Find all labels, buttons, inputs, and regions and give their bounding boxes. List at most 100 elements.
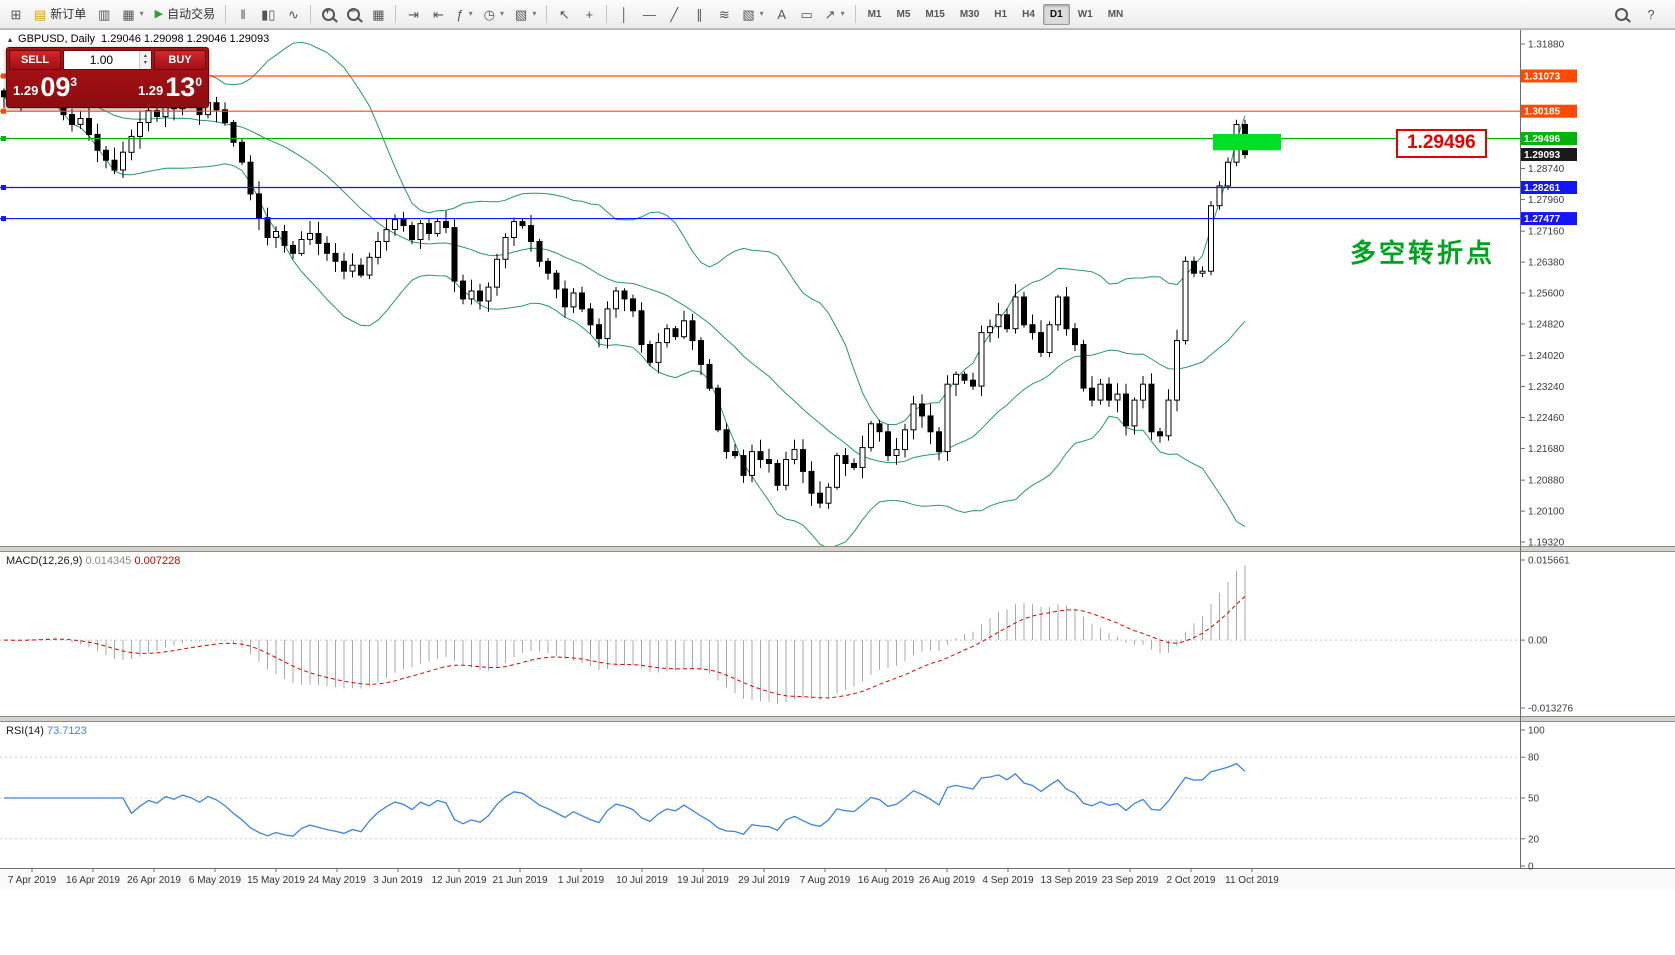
price-tick: 1.26380 — [1528, 258, 1565, 269]
candlestick-series — [1, 74, 1248, 509]
new-order-icon: ▤ — [34, 6, 47, 22]
timeframe-button-H4[interactable]: H4 — [1015, 4, 1042, 25]
channel-icon: ∥ — [696, 6, 703, 22]
fibonacci-button[interactable]: ≋ — [712, 3, 736, 25]
symbol-period-label: GBPUSD, Daily — [18, 33, 96, 45]
price-tick: 1.24020 — [1528, 351, 1565, 362]
arrange-windows-button[interactable]: ▦ — [366, 3, 390, 25]
macd-tick: 0.00 — [1528, 636, 1548, 647]
vertical-line-button[interactable]: │ — [612, 3, 636, 25]
line-anchor[interactable] — [1, 216, 6, 222]
rsi-tick: 80 — [1528, 753, 1540, 764]
buy-price[interactable]: 1.29 13 0 — [138, 72, 202, 105]
toolbar-separator — [395, 5, 397, 23]
date-label: 16 Apr 2019 — [66, 875, 120, 886]
zoom-out-button[interactable] — [341, 3, 365, 25]
price-callout[interactable]: 1.29496 — [1396, 129, 1487, 158]
timeframe-button-M15[interactable]: M15 — [918, 4, 951, 25]
axis-price-label: 1.31073 — [1521, 69, 1577, 83]
line-chart-button[interactable]: ∿ — [281, 3, 305, 25]
axis-price-label: 1.28261 — [1521, 180, 1577, 194]
auto-scroll-button[interactable]: ⇥ — [401, 3, 425, 25]
timeframe-button-H1[interactable]: H1 — [987, 4, 1014, 25]
price-tick: 1.19320 — [1528, 538, 1565, 549]
templates-button[interactable]: ▧ ▾ — [510, 3, 541, 25]
charts-list-button[interactable]: ▥ — [92, 3, 116, 25]
cursor-button[interactable]: ↖ — [552, 3, 576, 25]
date-label: 15 May 2019 — [247, 875, 305, 886]
auto-trading-button[interactable]: ▶ 自动交易 — [150, 3, 220, 25]
timeframe-button-MN[interactable]: MN — [1101, 4, 1131, 25]
indicators-button[interactable]: ƒ ▾ — [451, 3, 477, 25]
price-tick: 1.28740 — [1528, 164, 1565, 175]
text-icon: A — [777, 6, 786, 22]
toolbar-separator — [310, 5, 312, 23]
arrows-button[interactable]: ↗ ▾ — [820, 3, 850, 25]
line-anchor[interactable] — [1, 184, 6, 190]
price-tick: 1.24820 — [1528, 319, 1565, 330]
line-anchor[interactable] — [1, 73, 6, 79]
search-button[interactable] — [1609, 3, 1633, 25]
svg-text:1.29496: 1.29496 — [1524, 134, 1561, 145]
chart-annotation[interactable]: 多空转折点 — [1350, 238, 1496, 268]
label-icon: ▭ — [800, 6, 813, 22]
timeframe-button-M1[interactable]: M1 — [861, 4, 889, 25]
timeframe-button-M30[interactable]: M30 — [953, 4, 986, 25]
volume-stepper: ▴ ▾ — [63, 50, 152, 70]
macd-indicator — [0, 565, 1520, 704]
zoom-out-icon — [346, 7, 360, 21]
date-label: 26 Apr 2019 — [127, 875, 181, 886]
sell-price[interactable]: 1.29 09 3 — [13, 72, 77, 105]
chart-shift-button[interactable]: ⇤ — [426, 3, 450, 25]
timeframe-button-D1[interactable]: D1 — [1042, 3, 1070, 25]
line-anchor[interactable] — [1, 108, 6, 114]
spinner-up-icon[interactable]: ▴ — [143, 52, 147, 59]
spinner-down-icon[interactable]: ▾ — [143, 60, 147, 66]
auto-trading-label: 自动交易 — [167, 7, 216, 21]
periods-button[interactable]: ◷ ▾ — [479, 3, 509, 25]
volume-input[interactable] — [64, 51, 139, 69]
text-button[interactable]: A — [770, 3, 794, 25]
fibonacci-icon: ≋ — [718, 6, 730, 22]
toolbar-separator — [854, 5, 856, 23]
new-chart-button[interactable]: ⊞ — [4, 3, 28, 25]
timeframe-group: M1 M5 M15 M30 H1 H4 D1 W1 MN — [861, 3, 1131, 25]
timeframe-button-W1[interactable]: W1 — [1071, 4, 1100, 25]
buy-price-pip: 0 — [195, 75, 202, 89]
zoom-in-button[interactable] — [316, 3, 340, 25]
shapes-button[interactable]: ▧ ▾ — [737, 3, 768, 25]
text-label-button[interactable]: ▭ — [795, 3, 819, 25]
axis-price-label: 1.30185 — [1521, 104, 1577, 118]
horizontal-line-button[interactable]: ― — [637, 3, 661, 25]
line-anchor[interactable] — [1, 136, 6, 142]
bar-chart-button[interactable]: ‖ — [231, 3, 255, 25]
channel-button[interactable]: ∥ — [687, 3, 711, 25]
crosshair-button[interactable]: + — [577, 3, 601, 25]
trendline-button[interactable]: ╱ — [662, 3, 686, 25]
toolbar-right-group: ? — [1609, 3, 1671, 25]
rsi-tick: 100 — [1528, 726, 1545, 737]
highlight-rectangle[interactable] — [1213, 134, 1281, 151]
date-label: 16 Aug 2019 — [858, 875, 915, 886]
rsi-name: RSI(14) — [6, 725, 44, 737]
date-label: 7 Apr 2019 — [8, 875, 57, 886]
timeframe-button-M5[interactable]: M5 — [889, 4, 917, 25]
candlestick-chart-button[interactable]: ▮▯ — [256, 3, 280, 25]
help-button[interactable]: ? — [1639, 3, 1663, 25]
profiles-button[interactable]: ▦ ▾ — [117, 3, 148, 25]
date-label: 26 Aug 2019 — [919, 875, 976, 886]
macd-label: MACD(12,26,9) 0.014345 0.007228 — [6, 555, 180, 567]
price-tick: 1.21680 — [1528, 444, 1565, 455]
volume-spinner[interactable]: ▴ ▾ — [138, 51, 151, 69]
date-label: 21 Jun 2019 — [492, 875, 547, 886]
new-order-button[interactable]: ▤ 新订单 — [29, 3, 91, 25]
crosshair-icon: + — [585, 6, 594, 22]
line-chart-icon: ∿ — [287, 6, 299, 22]
tile-windows-icon: ▦ — [372, 6, 385, 22]
chevron-down-icon: ▾ — [139, 9, 144, 18]
sell-button[interactable]: SELL — [9, 50, 61, 70]
rsi-tick: 0 — [1528, 862, 1534, 873]
buy-price-prefix: 1.29 — [137, 83, 164, 98]
buy-button[interactable]: BUY — [154, 50, 206, 70]
chart-ohlc-title: ▴ GBPUSD, Daily 1.29046 1.29098 1.29046 … — [8, 33, 269, 45]
